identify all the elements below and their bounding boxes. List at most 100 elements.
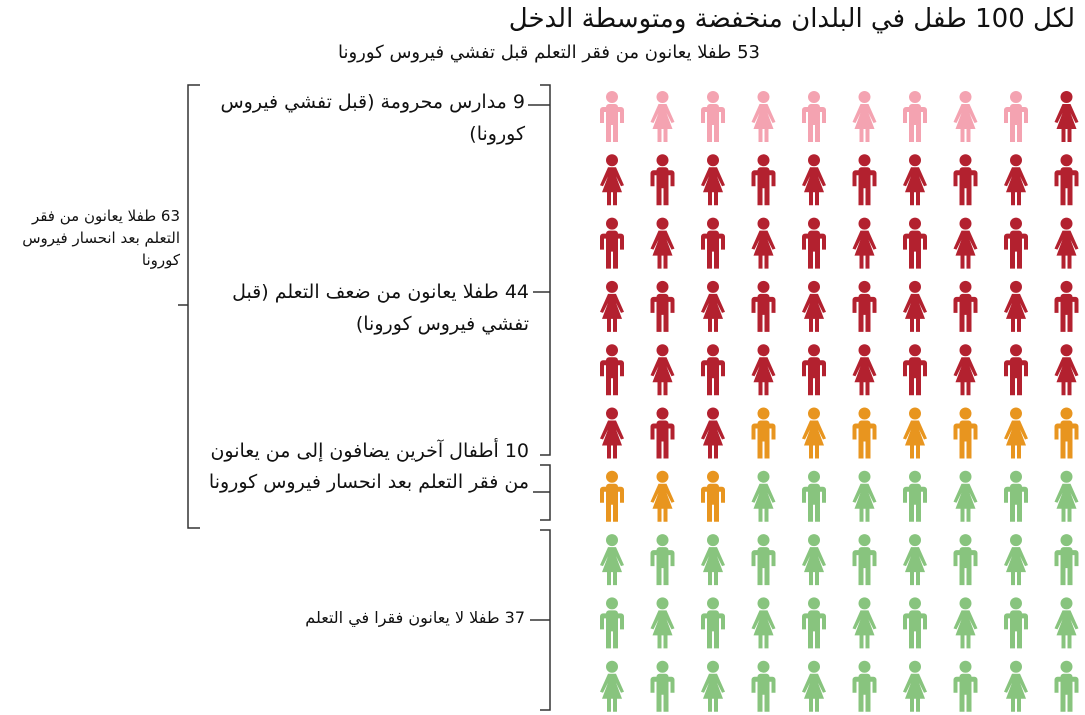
child-icon [751,91,776,142]
child-icon [903,154,927,206]
child-icon [903,660,927,712]
child-icon [802,660,826,712]
child-icon [903,470,927,522]
child-icon [953,660,978,712]
child-icon [650,280,675,332]
child-icon [953,280,978,332]
child-icon [701,217,725,269]
child-icon [802,217,826,269]
child-icon [802,91,826,142]
child-icon [903,91,927,142]
child-icon [852,597,877,649]
child-icon [1004,470,1028,522]
child-icon [903,280,927,332]
child-icon [650,154,675,206]
child-icon [600,91,624,142]
child-icon [600,280,624,332]
child-icon [1004,344,1028,396]
child-icon [1054,344,1079,396]
child-icon [650,344,675,396]
child-icon [953,344,978,396]
child-icon [1054,597,1079,649]
child-icon [953,470,978,522]
child-icon [751,280,776,332]
child-icon [1054,217,1079,269]
legend-label: 44 طفلا يعانون من ضعف التعلم (قبل تفشي ف… [232,281,529,335]
child-icon [650,470,675,522]
child-icon [1004,534,1028,586]
child-icon [600,344,624,396]
child-icon [650,534,675,586]
child-icon [650,91,675,142]
child-icon [600,597,624,649]
child-icon [751,660,776,712]
child-icon [701,407,725,459]
child-icon [650,217,675,269]
child-icon [953,597,978,649]
child-icon [1004,407,1028,459]
child-icon [600,470,624,522]
child-icon [650,407,675,459]
child-icon [852,280,877,332]
child-icon [600,534,624,586]
child-icon [903,344,927,396]
child-icon [802,470,826,522]
child-icon [953,91,978,142]
child-icon [1054,154,1079,206]
child-icon [600,660,624,712]
child-icon [1054,407,1079,459]
child-icon [1004,154,1028,206]
child-icon [1054,91,1079,142]
child-icon [852,217,877,269]
title: لكل 100 طفل في البلدان منخفضة ومتوسطة ال… [508,4,1075,34]
child-icon [903,597,927,649]
child-icon [701,470,725,522]
child-icon [751,534,776,586]
child-icon [953,154,978,206]
bracket [530,529,551,711]
child-icon [701,597,725,649]
legend-label: 9 مدارس محرومة (قبل تفشي فيروس كورونا) [220,91,525,145]
child-icon [701,534,725,586]
brackets [178,84,551,711]
child-icon [751,470,776,522]
icons [600,91,1079,712]
legend-label: 10 أطفال آخرين يضافون إلى من يعانون من ف… [208,440,529,493]
child-icon [953,217,978,269]
child-icon [600,154,624,206]
child-icon [852,470,877,522]
bracket [178,84,200,529]
child-icon [852,344,877,396]
child-icon [1054,534,1079,586]
child-icon [751,407,776,459]
child-icon [751,154,776,206]
legend-label: 37 طفلا لا يعانون فقرا في التعلم [305,608,525,627]
child-icon [852,534,877,586]
child-icon [953,407,978,459]
child-icon [852,154,877,206]
child-icon [701,154,725,206]
child-icon [1004,280,1028,332]
child-icon [903,407,927,459]
child-icon [650,660,675,712]
child-icon [751,217,776,269]
child-icon [903,217,927,269]
group-label: 63 طفلا يعانون من فقر التعلم بعد انحسار … [22,207,180,269]
child-icon [650,597,675,649]
child-icon [751,597,776,649]
child-icon [802,534,826,586]
child-icon [751,344,776,396]
child-icon [1004,597,1028,649]
child-icon [852,91,877,142]
child-icon [802,154,826,206]
child-icon [802,407,826,459]
child-icon [701,660,725,712]
child-icon [701,280,725,332]
child-icon [852,407,877,459]
child-icon [701,91,725,142]
child-icon [701,344,725,396]
child-icon [600,407,624,459]
child-icon [903,534,927,586]
subtitle: 53 طفلا يعانون من فقر التعلم قبل تفشي في… [337,42,760,63]
